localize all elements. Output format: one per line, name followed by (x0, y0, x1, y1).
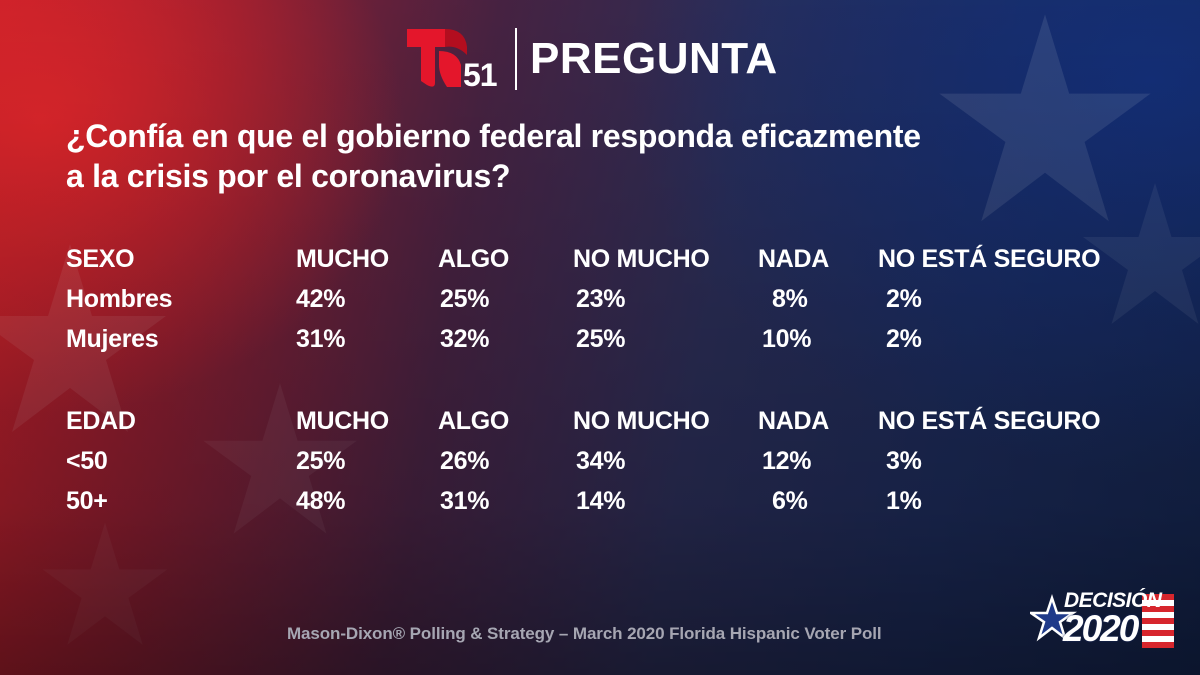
table-row: Mujeres 31% 32% 25% 10% 2% (66, 324, 1166, 364)
logo-number: 51 (463, 57, 498, 93)
value-cell: 8% (772, 285, 808, 313)
value-cell: 32% (440, 325, 490, 353)
question-line-1: ¿Confía en que el gobierno federal respo… (66, 118, 921, 154)
table-row: Hombres 42% 25% 23% 8% 2% (66, 284, 1166, 324)
telemundo-t-icon (407, 29, 467, 87)
value-cell: 14% (576, 487, 626, 515)
table-sexo: SEXO MUCHO ALGO NO MUCHO NADA NO ESTÁ SE… (66, 244, 1166, 364)
value-cell: 26% (440, 447, 490, 475)
telemundo-51-logo: 51 (405, 25, 505, 91)
value-cell: 42% (296, 285, 346, 313)
table-row: 50+ 48% 31% 14% 6% 1% (66, 486, 1166, 526)
value-cell: 6% (772, 487, 808, 515)
table-header-row: SEXO MUCHO ALGO NO MUCHO NADA NO ESTÁ SE… (66, 244, 1166, 284)
decision-year: 2020 (1063, 608, 1139, 649)
table-edad: EDAD MUCHO ALGO NO MUCHO NADA NO ESTÁ SE… (66, 406, 1166, 526)
row-label: Mujeres (66, 325, 159, 353)
value-cell: 48% (296, 487, 346, 515)
row-label: Hombres (66, 285, 173, 313)
question-line-2: a la crisis por el coronavirus? (66, 158, 511, 194)
column-header: NADA (758, 245, 830, 273)
value-cell: 1% (886, 487, 922, 515)
value-cell: 25% (296, 447, 346, 475)
value-cell: 25% (440, 285, 490, 313)
column-header: MUCHO (296, 407, 389, 435)
value-cell: 10% (762, 325, 812, 353)
column-header: NO ESTÁ SEGURO (878, 407, 1101, 435)
background-star-icon (939, 14, 1151, 222)
value-cell: 23% (576, 285, 626, 313)
header-title: PREGUNTA (530, 34, 778, 83)
value-cell: 25% (576, 325, 626, 353)
value-cell: 31% (296, 325, 346, 353)
group-label: EDAD (66, 407, 136, 435)
decision-label: DECISIÓN (1064, 589, 1162, 612)
flag-stripes-icon (1030, 594, 1174, 648)
column-header: NADA (758, 407, 830, 435)
decision-2020-logo: DECISIÓN 2020 (1030, 588, 1175, 650)
row-label: <50 (66, 447, 108, 475)
background-star-icon (42, 522, 168, 645)
table-header-row: EDAD MUCHO ALGO NO MUCHO NADA NO ESTÁ SE… (66, 406, 1166, 446)
column-header: NO MUCHO (573, 245, 710, 273)
background-star-icon (203, 383, 357, 534)
column-header: ALGO (438, 407, 510, 435)
column-header: NO MUCHO (573, 407, 710, 435)
column-header: NO ESTÁ SEGURO (878, 245, 1101, 273)
value-cell: 31% (440, 487, 490, 515)
header-divider (515, 28, 517, 90)
value-cell: 2% (886, 285, 922, 313)
source-note: Mason-Dixon® Polling & Strategy – March … (287, 624, 882, 643)
value-cell: 3% (886, 447, 922, 475)
column-header: MUCHO (296, 245, 389, 273)
column-header: ALGO (438, 245, 510, 273)
value-cell: 34% (576, 447, 626, 475)
row-label: 50+ (66, 487, 108, 515)
background-star-icon (1083, 183, 1200, 324)
table-row: <50 25% 26% 34% 12% 3% (66, 446, 1166, 486)
value-cell: 12% (762, 447, 812, 475)
question-text: ¿Confía en que el gobierno federal respo… (66, 116, 1066, 196)
background-star-icon (0, 244, 166, 432)
group-label: SEXO (66, 245, 135, 273)
value-cell: 2% (886, 325, 922, 353)
